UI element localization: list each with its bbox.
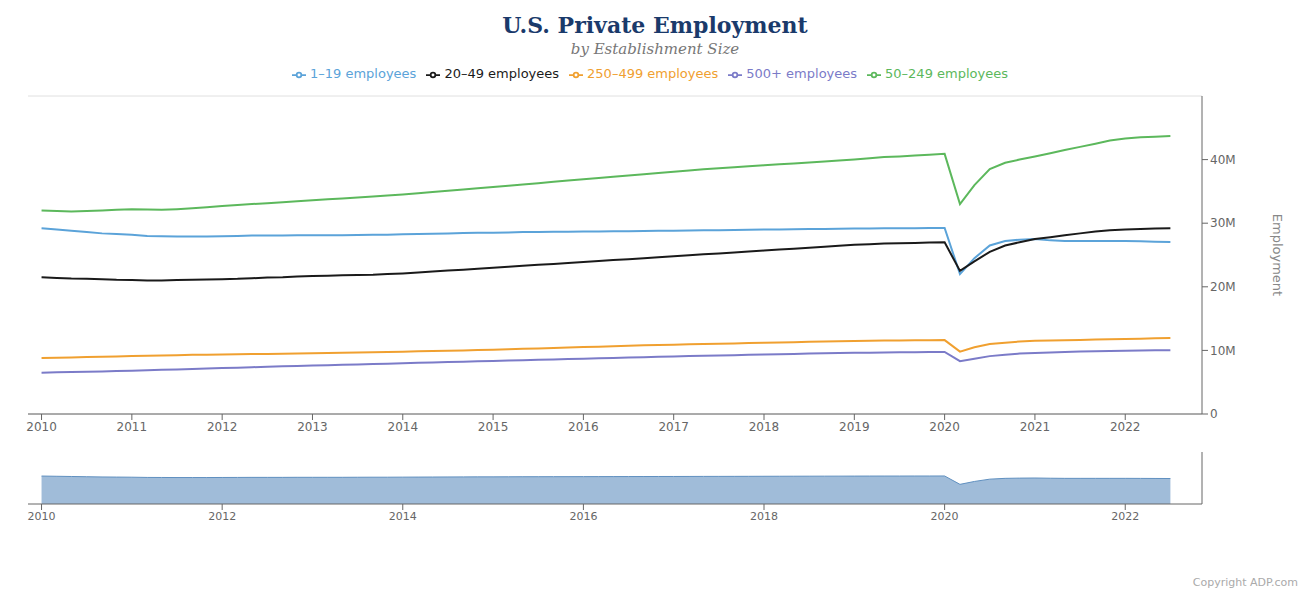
svg-text:Employment: Employment xyxy=(1270,214,1285,296)
html-text:250–499 employees: 250–499 employees xyxy=(587,66,719,81)
svg-text:2010: 2010 xyxy=(26,420,57,434)
svg-text:2014: 2014 xyxy=(389,510,417,523)
svg-text:20M: 20M xyxy=(1210,280,1236,294)
svg-text:2018: 2018 xyxy=(749,420,780,434)
svg-text:2012: 2012 xyxy=(207,420,238,434)
svg-text:10M: 10M xyxy=(1210,344,1236,358)
svg-text:2016: 2016 xyxy=(569,510,597,523)
html-text:U.S. Private Employment: U.S. Private Employment xyxy=(502,12,808,38)
html-text:Copyright ADP.com: Copyright ADP.com xyxy=(1192,576,1298,589)
svg-text:2015: 2015 xyxy=(478,420,509,434)
svg-text:2013: 2013 xyxy=(297,420,328,434)
svg-text:2014: 2014 xyxy=(388,420,419,434)
svg-text:2022: 2022 xyxy=(1110,420,1141,434)
svg-text:2020: 2020 xyxy=(931,510,959,523)
svg-text:2019: 2019 xyxy=(839,420,870,434)
svg-text:2022: 2022 xyxy=(1111,510,1139,523)
svg-text:40M: 40M xyxy=(1210,153,1236,167)
svg-text:2018: 2018 xyxy=(750,510,778,523)
svg-text:2010: 2010 xyxy=(28,510,56,523)
html-text:1–19 employees: 1–19 employees xyxy=(310,66,417,81)
svg-text:2017: 2017 xyxy=(658,420,689,434)
html-text:500+ employees: 500+ employees xyxy=(746,66,857,81)
svg-text:2021: 2021 xyxy=(1020,420,1051,434)
svg-text:2012: 2012 xyxy=(208,510,236,523)
html-text:by Establishment Size: by Establishment Size xyxy=(570,40,740,58)
svg-text:2016: 2016 xyxy=(568,420,599,434)
svg-text:30M: 30M xyxy=(1210,216,1236,230)
svg-text:0: 0 xyxy=(1210,407,1218,421)
svg-text:2011: 2011 xyxy=(117,420,148,434)
html-text:20–49 employees: 20–49 employees xyxy=(444,66,560,81)
html-text:50–249 employees: 50–249 employees xyxy=(885,66,1008,81)
svg-text:2020: 2020 xyxy=(929,420,960,434)
